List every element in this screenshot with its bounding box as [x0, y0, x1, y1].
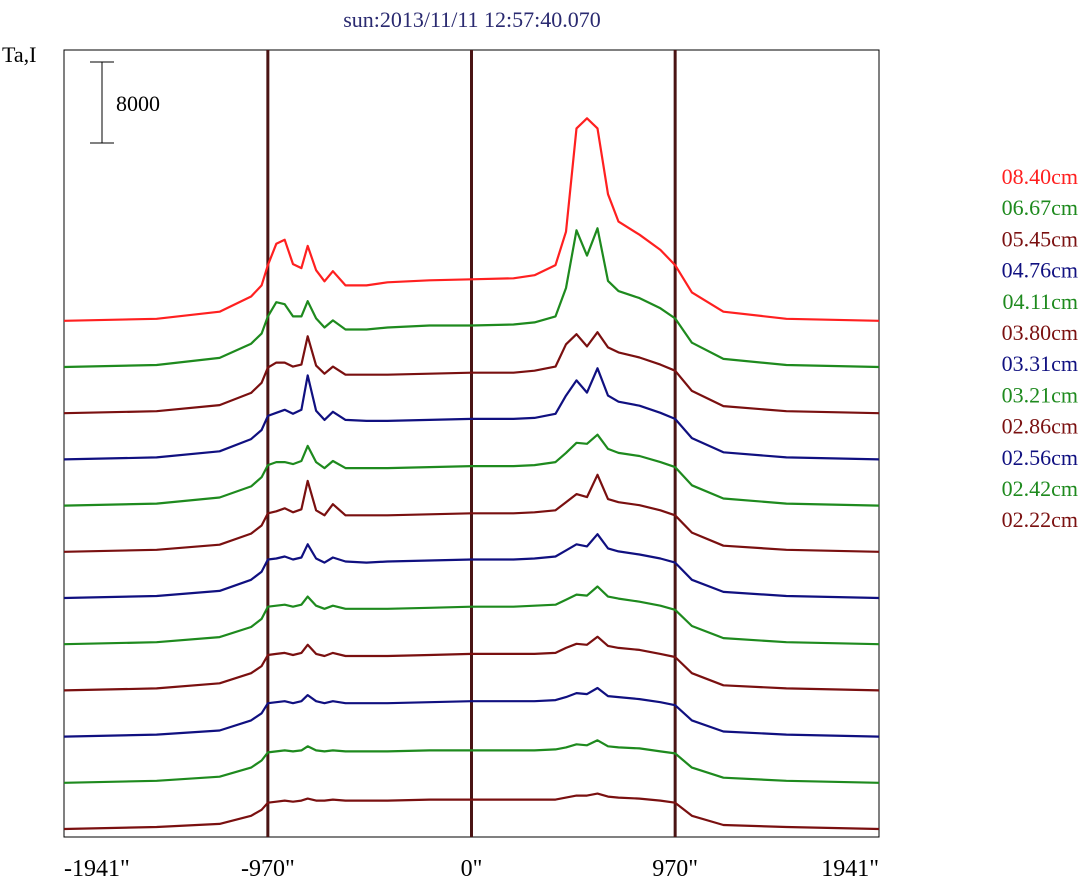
legend-item: 04.76cm: [1002, 258, 1078, 283]
legend-item: 08.40cm: [1002, 164, 1078, 189]
series-line-04.76cm: [63, 367, 880, 461]
scale-bar-label: 8000: [116, 91, 160, 116]
legend-item: 03.80cm: [1002, 320, 1078, 345]
legend-item: 04.11cm: [1002, 289, 1078, 314]
series-line-03.80cm: [63, 473, 880, 553]
x-tick-label: -970": [241, 856, 295, 882]
legend-item: 02.56cm: [1002, 445, 1078, 470]
legend-item: 02.42cm: [1002, 476, 1078, 501]
x-tick-label: 1941": [821, 856, 879, 882]
x-tick-labels: -1941" -970" 0" 970" 1941": [64, 856, 879, 882]
scale-bar: [90, 61, 114, 144]
x-tick-label: -1941": [64, 856, 130, 882]
legend-item: 05.45cm: [1002, 226, 1078, 251]
series-line-06.67cm: [63, 227, 880, 369]
reference-lines: [266, 50, 677, 837]
x-tick-label: 0": [461, 856, 483, 882]
series-line-02.42cm: [63, 739, 880, 784]
series-line-05.45cm: [63, 331, 880, 415]
x-tick-label: 970": [652, 856, 698, 882]
legend-item: 02.22cm: [1002, 507, 1078, 532]
series-line-02.56cm: [63, 686, 880, 738]
series-line-08.40cm: [63, 117, 880, 322]
legend-item: 02.86cm: [1002, 414, 1078, 439]
series-line-03.21cm: [63, 585, 880, 646]
legend: 08.40cm 06.67cm 05.45cm 04.76cm 04.11cm 03.80…: [1002, 164, 1078, 532]
series-line-04.11cm: [63, 433, 880, 507]
series-lines: [63, 117, 880, 831]
legend-item: 06.67cm: [1002, 195, 1078, 220]
legend-item: 03.21cm: [1002, 382, 1078, 407]
chart-title: sun:2013/11/11 12:57:40.070: [343, 7, 601, 32]
series-line-03.31cm: [63, 533, 880, 600]
series-line-02.22cm: [63, 792, 880, 831]
series-line-02.86cm: [63, 635, 880, 692]
y-axis-label: Ta,I: [2, 42, 37, 67]
legend-item: 03.31cm: [1002, 351, 1078, 376]
